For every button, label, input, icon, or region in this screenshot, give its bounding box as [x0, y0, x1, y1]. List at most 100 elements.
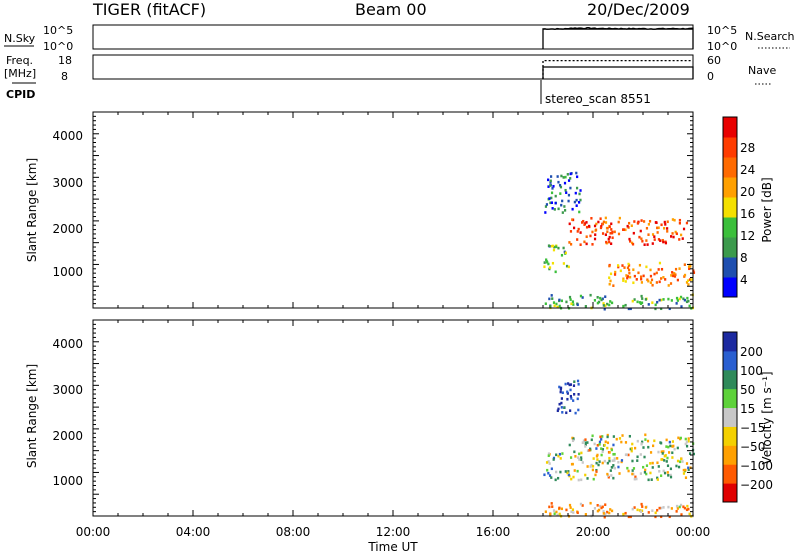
data-cell [682, 297, 685, 301]
data-cell [611, 230, 614, 234]
data-cell [610, 301, 614, 305]
data-cell [638, 235, 641, 239]
data-cell [674, 273, 677, 276]
data-cell [636, 221, 640, 225]
data-cell [566, 471, 569, 475]
data-cell [600, 447, 603, 450]
data-cell [670, 299, 673, 302]
data-cell [573, 450, 576, 454]
data-cell [558, 506, 561, 510]
data-cell [684, 437, 687, 441]
data-cell [624, 453, 628, 457]
data-cell [678, 297, 681, 301]
data-cell [576, 230, 579, 233]
data-cell [601, 297, 604, 301]
data-cell [656, 508, 659, 512]
data-cell [597, 508, 601, 512]
data-cell [676, 278, 679, 282]
data-cell [597, 220, 600, 224]
data-cell [631, 469, 634, 472]
data-cell [662, 506, 665, 509]
data-cell [685, 281, 689, 284]
data-cell [600, 298, 603, 302]
data-cell [551, 505, 554, 508]
colorbar-segment [723, 464, 737, 484]
data-cell [584, 473, 587, 477]
data-cell [664, 454, 667, 457]
nave-label: Nave [748, 64, 776, 77]
data-cell [674, 230, 677, 234]
data-cell [603, 307, 606, 311]
data-cell [675, 296, 679, 300]
data-cell [550, 502, 553, 505]
data-cell [663, 226, 666, 230]
data-cell [570, 477, 573, 481]
data-cell [649, 462, 652, 465]
data-cell [656, 478, 659, 481]
data-cell [550, 244, 553, 248]
data-cell [589, 447, 592, 451]
power-cbar-tick-12: 12 [740, 229, 755, 243]
data-cell [549, 512, 552, 516]
velocity-cbar-tick-neg100: −100 [740, 459, 773, 473]
data-cell [660, 474, 663, 478]
data-cell [554, 478, 557, 482]
data-cell [576, 511, 579, 515]
data-cell [629, 515, 632, 519]
data-cell [631, 459, 634, 463]
data-cell [569, 388, 572, 392]
data-cell [671, 456, 674, 459]
data-cell [545, 258, 548, 262]
data-cell [558, 512, 561, 516]
data-cell [548, 505, 551, 509]
freq-tick-bottom: 8 [61, 70, 68, 83]
data-cell [578, 201, 581, 204]
data-cell [555, 302, 558, 306]
data-cell [683, 298, 686, 302]
data-cell [599, 217, 602, 220]
data-cell [682, 468, 685, 472]
data-cell [575, 186, 579, 190]
data-cell [675, 510, 678, 513]
data-cell [676, 507, 679, 510]
colorbar-segment [723, 177, 737, 198]
data-cell [589, 293, 592, 297]
data-cell [687, 468, 690, 471]
data-cell [610, 228, 613, 231]
data-cell [607, 475, 610, 479]
data-cell [666, 230, 669, 233]
data-cell [548, 474, 552, 477]
data-cell [609, 300, 612, 303]
data-cell [692, 452, 696, 456]
data-cell [608, 276, 611, 280]
data-cell [600, 225, 603, 228]
data-cell [639, 472, 643, 475]
data-cell [556, 476, 560, 480]
data-cell [657, 238, 661, 241]
data-cell [653, 238, 656, 241]
data-cell [641, 505, 644, 508]
data-cell [688, 267, 691, 271]
time-axis: 00:00 04:00 08:00 12:00 16:00 20:00 00:0… [76, 525, 711, 554]
data-cell [629, 240, 632, 243]
data-cell [602, 304, 605, 307]
data-cell [670, 507, 673, 510]
nsky-label: N.Sky [4, 32, 36, 45]
data-cell [632, 467, 636, 470]
data-cell [626, 266, 630, 270]
data-cell [554, 270, 557, 274]
data-cell [569, 230, 573, 233]
data-cell [567, 179, 571, 182]
data-cell [685, 462, 689, 465]
data-cell [613, 452, 616, 456]
colorbar-segment [723, 117, 737, 138]
data-cell [560, 397, 563, 400]
data-cell [572, 384, 576, 387]
data-cell [630, 447, 633, 450]
data-cell [581, 296, 584, 299]
velocity-ytick-3000: 3000 [52, 383, 83, 397]
data-cell [639, 275, 643, 279]
data-cell [606, 302, 609, 306]
data-cell [649, 268, 652, 272]
data-cell [606, 441, 610, 445]
